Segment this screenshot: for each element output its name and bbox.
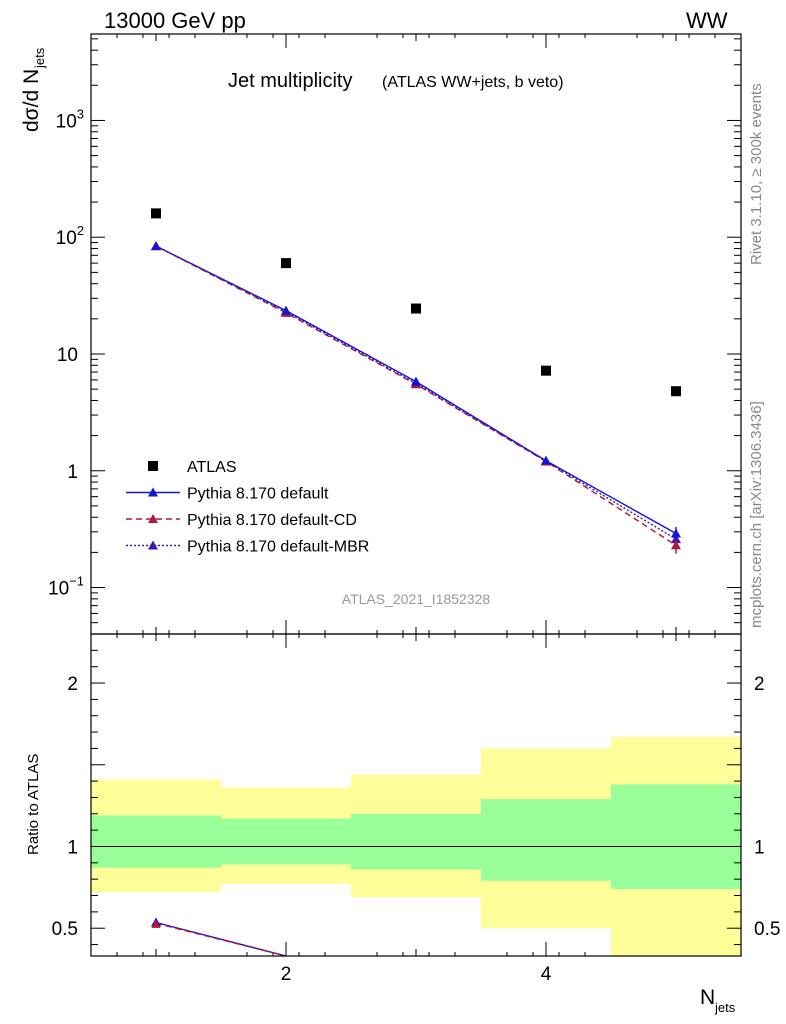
main-panel: 10−1 1 10 102 103 — [48, 33, 742, 956]
ratio-band-green — [481, 799, 611, 881]
x-tick-label: 4 — [541, 964, 552, 985]
ratio-band-green — [91, 815, 221, 868]
series-marker — [541, 455, 551, 465]
legend-entry: Pythia 8.170 default-MBR — [126, 539, 369, 556]
y-axis-label-main: dσ/d N — [20, 69, 43, 132]
ratio-tick-label-right: 0.5 — [754, 919, 780, 940]
y-tick-label: 10 — [57, 345, 78, 366]
legend-label: Pythia 8.170 default — [187, 486, 329, 503]
y-axis-label-sub: jets — [32, 47, 47, 69]
y-tick-label: 102 — [56, 223, 84, 249]
legend-marker — [148, 461, 158, 471]
chart-title: Jet multiplicity — [228, 70, 352, 92]
ratio-band-green — [351, 813, 481, 870]
x-axis-label-main: N — [700, 986, 715, 1009]
ratio-tick-label: 1 — [67, 837, 78, 858]
x-axis-label-sub: jets — [714, 1000, 736, 1015]
header-process: WW — [686, 8, 728, 33]
ratio-line — [155, 922, 287, 957]
data-point — [671, 386, 681, 397]
ratio-tick-label-right: 1 — [754, 837, 765, 858]
ratio-tick-label-right: 2 — [754, 674, 765, 695]
chart-subtitle: (ATLAS WW+jets, b veto) — [382, 74, 564, 91]
legend-entry: Pythia 8.170 default-CD — [126, 512, 357, 529]
series-line — [155, 245, 677, 540]
series-marker — [671, 540, 681, 550]
data-point — [281, 258, 291, 269]
legend-label: ATLAS — [187, 459, 237, 476]
series-marker — [411, 376, 421, 386]
legend-marker — [148, 487, 158, 497]
series-marker — [281, 305, 291, 315]
y-axis-label: dσ/d N jets — [20, 47, 47, 132]
legend-entry: Pythia 8.170 default — [126, 486, 329, 503]
ratio-frame — [90, 633, 742, 957]
ratio-tick-label: 0.5 — [52, 919, 78, 940]
y-tick-label: 1 — [67, 462, 78, 483]
y-tick-label: 10−1 — [48, 574, 84, 600]
legend-marker — [148, 540, 158, 550]
series-marker — [671, 528, 681, 538]
header-energy: 13000 GeV pp — [104, 8, 246, 33]
ratio-band-green — [611, 784, 741, 889]
ratio-axis-label: Ratio to ATLAS — [25, 754, 42, 855]
ratio-marker — [151, 919, 161, 928]
legend-entry: ATLAS — [148, 459, 237, 476]
ratio-panel: 2 4 0.5 0.5 1 1 2 2 — [52, 633, 780, 985]
data-point — [411, 303, 421, 314]
ratio-band-green — [221, 818, 351, 865]
legend-label: Pythia 8.170 default-CD — [187, 512, 357, 529]
ratio-tick-label: 2 — [67, 674, 78, 695]
legend-label: Pythia 8.170 default-MBR — [187, 539, 369, 556]
series-marker — [151, 241, 161, 251]
data-point — [541, 365, 551, 376]
x-tick-label: 2 — [281, 964, 292, 985]
legend: ATLAS Pythia 8.170 default Pythia 8.170 de… — [126, 459, 369, 556]
y-tick-label: 103 — [56, 106, 84, 132]
data-point — [151, 208, 161, 219]
analysis-watermark: ATLAS_2021_I1852328 — [342, 591, 491, 607]
legend-marker — [148, 514, 158, 523]
